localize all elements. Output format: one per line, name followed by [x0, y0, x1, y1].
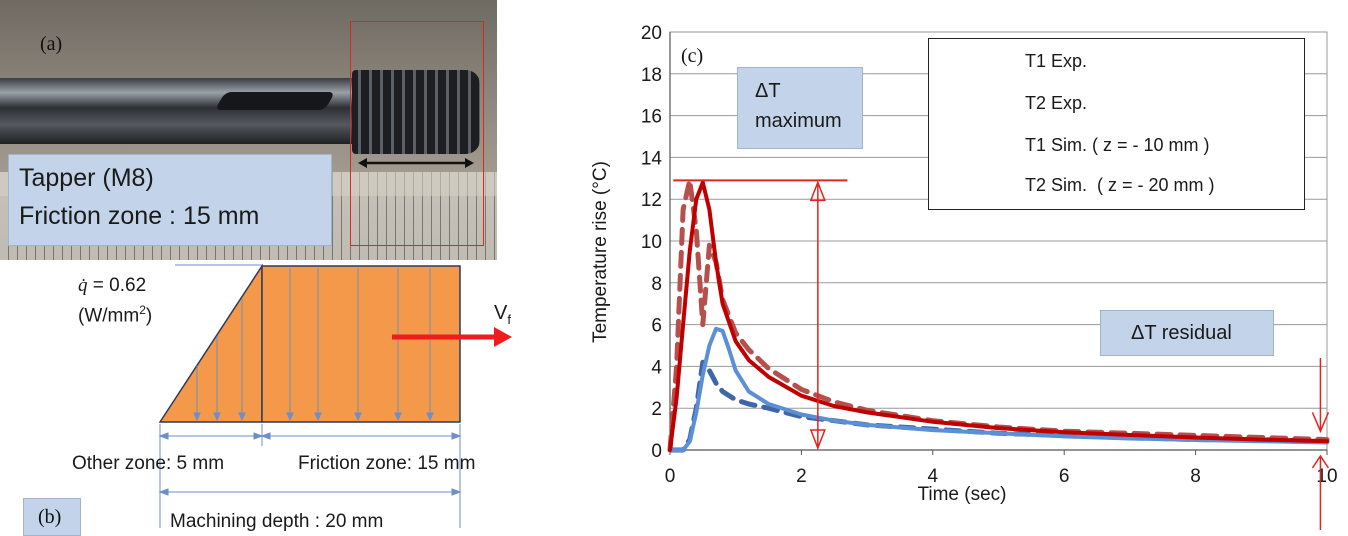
dt-max-arrow-top [809, 180, 826, 202]
y-tick-label: 4 [651, 357, 662, 378]
dt-maximum-line2: maximum [755, 110, 842, 132]
panel-a-tag: (a) [40, 33, 63, 55]
legend-label-t2-sim: T2 Sim. ( z = - 20 mm ) [1025, 175, 1215, 195]
friction-zone-label: Friction zone: 15 mm [298, 453, 476, 474]
y-tick-label: 6 [651, 316, 662, 337]
y-tick-label: 0 [651, 441, 662, 462]
dt-maximum-line1: ΔT [755, 80, 781, 102]
y-tick-label: 16 [641, 107, 662, 128]
heat-flux-unit-text: (W/mm [78, 305, 140, 327]
legend-item-t2-exp: T2 Exp. [945, 89, 1300, 121]
friction-length-arrow [358, 158, 474, 168]
heat-flux-label: q̇ = 0.62 [78, 275, 146, 297]
y-tick-label: 12 [641, 190, 662, 211]
dt-residual-box: ΔT residual [1100, 310, 1274, 356]
chart-annotations [673, 179, 1330, 530]
x-tick-label: 10 [1316, 466, 1337, 487]
series-line-t1-sim [668, 180, 1329, 452]
x-tick-label: 2 [796, 466, 807, 487]
y-axis-title: Temperature rise (°C) [590, 161, 611, 343]
zone-dimension-lines [158, 424, 462, 528]
x-tick-label: 6 [1059, 466, 1070, 487]
legend-label-t2-exp: T2 Exp. [1025, 93, 1088, 113]
legend-label-t1-sim: T1 Sim. ( z = - 10 mm ) [1025, 135, 1210, 155]
velocity-label: Vf [494, 302, 511, 327]
x-axis-title: Time (sec) [917, 484, 1006, 505]
flux-ramp-region [158, 263, 263, 423]
y-tick-label: 14 [641, 148, 663, 169]
panel-b-tag-box: (b) [23, 498, 81, 536]
x-tick-label: 4 [928, 466, 939, 487]
friction-zone-highlight [350, 21, 484, 246]
tool-thread-image [352, 70, 480, 154]
caption-tool-name: Tapper (M8) [19, 164, 154, 192]
y-tick-label: 18 [641, 65, 662, 86]
velocity-subscript: f [507, 312, 511, 327]
legend-item-t1-exp: T1 Exp. [945, 47, 1300, 79]
dt-maximum-box: ΔT maximum [737, 67, 863, 149]
panel-c-tag: (c) [681, 45, 704, 67]
flux-uniform-region [261, 265, 461, 423]
chart-legend: T1 Exp. T2 Exp. T1 Sim. ( z = - 10 mm ) … [928, 38, 1305, 210]
dt-res-down-head [1311, 412, 1330, 434]
legend-label-t1-exp: T1 Exp. [1025, 51, 1088, 71]
panel-a-caption: Tapper (M8) Friction zone : 15 mm [8, 154, 332, 246]
machining-depth-label: Machining depth : 20 mm [170, 511, 384, 532]
heat-flux-diagram: q̇ = 0.62 (W/mm2) Vf Other zone: 5 mm Fr… [0, 260, 560, 536]
x-tick-label: 8 [1190, 466, 1201, 487]
heat-flux-symbol: q̇ [78, 275, 88, 296]
chart-series [667, 177, 1330, 453]
series-line-t2-sim [668, 326, 1329, 452]
dt-max-arrow-bottom [809, 429, 826, 451]
heat-flux-value: = 0.62 [87, 275, 147, 296]
panel-b-tag: (b) [38, 506, 62, 528]
tool-flute-image [214, 92, 336, 110]
feed-velocity-arrow [392, 327, 512, 347]
velocity-symbol: V [494, 302, 508, 324]
x-tick-label: 0 [665, 466, 676, 487]
caption-friction-zone: Friction zone : 15 mm [19, 202, 260, 230]
y-tick-label: 2 [651, 399, 662, 420]
y-tick-label: 20 [641, 23, 662, 44]
flux-arrows [193, 268, 434, 422]
legend-item-t2-sim: T2 Sim. ( z = - 20 mm ) [945, 171, 1300, 203]
heat-flux-unit-close: ) [145, 305, 153, 327]
dt-res-up-head [1311, 454, 1330, 469]
heat-flux-unit-sup: 2 [139, 303, 146, 317]
dt-residual-label: ΔT residual [1131, 322, 1232, 344]
tapper-photo: (a) Tapper (M8) Friction zone : 15 mm [0, 0, 497, 260]
heat-flux-drawing [158, 263, 512, 528]
y-tick-label: 8 [651, 274, 662, 295]
legend-item-t1-sim: T1 Sim. ( z = - 10 mm ) [945, 131, 1300, 163]
tool-shank-image [0, 78, 360, 144]
y-tick-label: 10 [641, 232, 662, 253]
other-zone-label: Other zone: 5 mm [72, 453, 225, 474]
chart-axes: 0 2 4 6 8 10 12 14 16 18 20 0 2 4 6 8 10 [641, 23, 1338, 487]
heat-flux-unit: (W/mm2) [78, 303, 152, 327]
